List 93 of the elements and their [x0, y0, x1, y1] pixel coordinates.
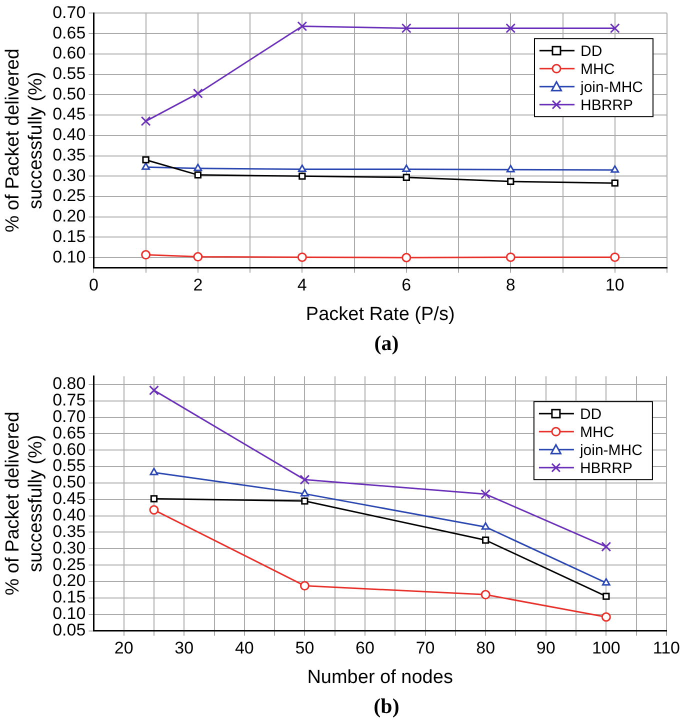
y-tick-label: 0.60: [52, 44, 86, 63]
y-tick-label: 0.20: [52, 571, 86, 590]
y-tick-label: 0.15: [52, 588, 86, 607]
point: [402, 252, 412, 262]
legend-label: DD: [580, 406, 602, 423]
y-tick-label: 0.45: [52, 489, 86, 508]
legend-label: HBRRP: [580, 96, 634, 114]
legend-label: DD: [580, 42, 602, 60]
point: [402, 164, 411, 172]
y-tick-label: 0.30: [52, 538, 86, 558]
y-tick-label: 0.25: [52, 554, 86, 574]
x-tick-label: 90: [536, 638, 556, 658]
x-tick-label: 50: [295, 638, 314, 658]
y-axis-title: % of Packet delivered successfully (%): [2, 412, 46, 596]
point: [480, 489, 491, 500]
x-tick-label: 60: [356, 638, 374, 658]
point: [298, 164, 306, 172]
x-tick-label: 2: [193, 276, 203, 295]
point: [602, 578, 610, 586]
y-tick-label: 0.80: [52, 374, 86, 394]
legend-label: MHC: [580, 60, 615, 78]
point: [401, 23, 412, 34]
y-tick-label: 0.45: [52, 104, 86, 124]
x-axis-title: Packet Rate (P/s): [306, 304, 455, 325]
y-tick-label: 0.55: [52, 64, 86, 83]
x-tick-label: 8: [506, 276, 516, 295]
legend-label: MHC: [580, 424, 614, 441]
point: [149, 505, 159, 515]
point: [297, 21, 308, 32]
x-tick-label: 4: [297, 276, 307, 295]
point: [194, 171, 202, 178]
point: [298, 172, 306, 180]
point: [300, 581, 310, 591]
legend-label: HBRRP: [580, 460, 632, 477]
y-tick-label: 0.20: [52, 206, 86, 226]
point: [481, 522, 490, 530]
y-tick-label: 0.65: [52, 423, 86, 442]
point: [506, 164, 515, 172]
point: [142, 156, 150, 164]
y-tick-label: 0.55: [52, 456, 86, 476]
x-axis-title: Number of nodes: [307, 666, 453, 688]
point: [610, 252, 620, 262]
point: [602, 592, 610, 600]
point: [506, 23, 516, 34]
y-tick-label: 0.15: [52, 226, 86, 246]
point: [150, 468, 158, 476]
y-tick-label: 0.60: [52, 440, 86, 459]
x-tick-label: 110: [652, 638, 680, 658]
point: [142, 162, 150, 170]
x-tick-label: 70: [416, 638, 435, 658]
point: [301, 497, 308, 505]
x-tick-label: 80: [476, 638, 496, 658]
point: [148, 385, 159, 396]
y-tick-label: 0.25: [52, 186, 86, 206]
point: [482, 536, 490, 544]
y-tick-label: 0.50: [52, 84, 86, 104]
point: [140, 116, 151, 126]
x-tick-label: 10: [605, 276, 624, 295]
x-tick-label: 0: [88, 276, 98, 295]
point: [300, 489, 309, 497]
point: [193, 252, 203, 262]
point: [610, 23, 620, 34]
point: [480, 590, 490, 600]
point: [297, 252, 307, 262]
point: [601, 612, 611, 622]
point: [141, 250, 151, 260]
text: (b): [372, 693, 400, 720]
point: [150, 495, 158, 502]
point: [507, 178, 514, 186]
y-tick-label: 0.10: [52, 247, 86, 266]
y-axis-title: % of Packet delivered successfully (%): [2, 48, 46, 232]
point: [194, 164, 202, 172]
y-tick-label: 0.30: [52, 166, 86, 185]
y-tick-label: 0.40: [52, 125, 86, 144]
x-tick-label: 40: [234, 638, 254, 658]
x-tick-label: 30: [174, 638, 194, 658]
point: [402, 174, 410, 181]
point: [506, 252, 516, 262]
point: [192, 88, 203, 98]
x-tick-label: 20: [114, 638, 134, 658]
legend-label: join-MHC: [579, 78, 644, 96]
text: (a): [373, 330, 400, 357]
point: [601, 542, 612, 552]
y-tick-label: 0.35: [52, 145, 86, 164]
point: [610, 165, 620, 173]
x-tick-label: 6: [402, 276, 412, 295]
y-tick-label: 0.50: [52, 472, 86, 492]
x-tick-label: 100: [592, 638, 620, 658]
point: [300, 474, 310, 485]
point: [611, 179, 618, 187]
y-tick-label: 0.65: [52, 23, 86, 42]
y-tick-label: 0.70: [52, 2, 86, 22]
legend-label: join-MHC: [578, 442, 643, 459]
